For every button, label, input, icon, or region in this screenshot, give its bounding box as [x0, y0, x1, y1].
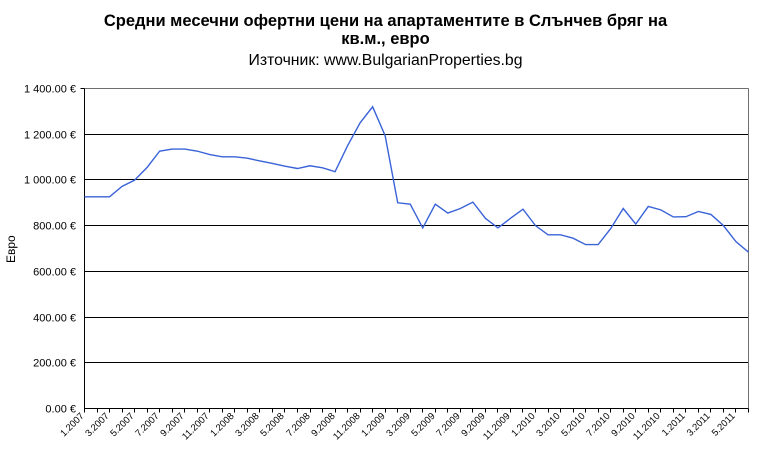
svg-text:800.00 €: 800.00 € — [33, 221, 76, 233]
svg-text:400.00 €: 400.00 € — [33, 313, 76, 325]
svg-text:5.2009: 5.2009 — [409, 411, 437, 439]
svg-text:7.2008: 7.2008 — [284, 411, 312, 439]
svg-text:11.2007: 11.2007 — [180, 411, 212, 443]
svg-text:7.2009: 7.2009 — [434, 411, 462, 439]
svg-text:0.00 €: 0.00 € — [45, 404, 76, 416]
svg-text:1.2010: 1.2010 — [509, 411, 537, 439]
svg-text:11.2009: 11.2009 — [481, 411, 513, 443]
svg-text:5.2010: 5.2010 — [559, 411, 587, 439]
svg-text:1.2011: 1.2011 — [660, 411, 688, 439]
svg-text:3.2010: 3.2010 — [534, 411, 562, 439]
svg-text:5.2008: 5.2008 — [258, 411, 286, 439]
svg-text:7.2007: 7.2007 — [133, 411, 161, 439]
svg-text:5.2011: 5.2011 — [710, 411, 738, 439]
svg-text:1 000.00 €: 1 000.00 € — [24, 175, 76, 187]
svg-text:3.2007: 3.2007 — [83, 411, 111, 439]
svg-text:1 400.00 €: 1 400.00 € — [24, 84, 76, 96]
svg-text:11.2010: 11.2010 — [631, 411, 663, 443]
svg-text:1.2009: 1.2009 — [359, 411, 387, 439]
svg-text:3.2011: 3.2011 — [685, 411, 713, 439]
svg-text:3.2008: 3.2008 — [233, 411, 261, 439]
svg-text:1 200.00 €: 1 200.00 € — [24, 130, 76, 142]
svg-text:5.2007: 5.2007 — [108, 411, 136, 439]
svg-text:11.2008: 11.2008 — [331, 411, 363, 443]
svg-text:600.00 €: 600.00 € — [33, 267, 76, 279]
svg-text:3.2009: 3.2009 — [384, 411, 412, 439]
svg-text:200.00 €: 200.00 € — [33, 358, 76, 370]
svg-text:1.2008: 1.2008 — [208, 411, 236, 439]
svg-text:7.2010: 7.2010 — [584, 411, 612, 439]
